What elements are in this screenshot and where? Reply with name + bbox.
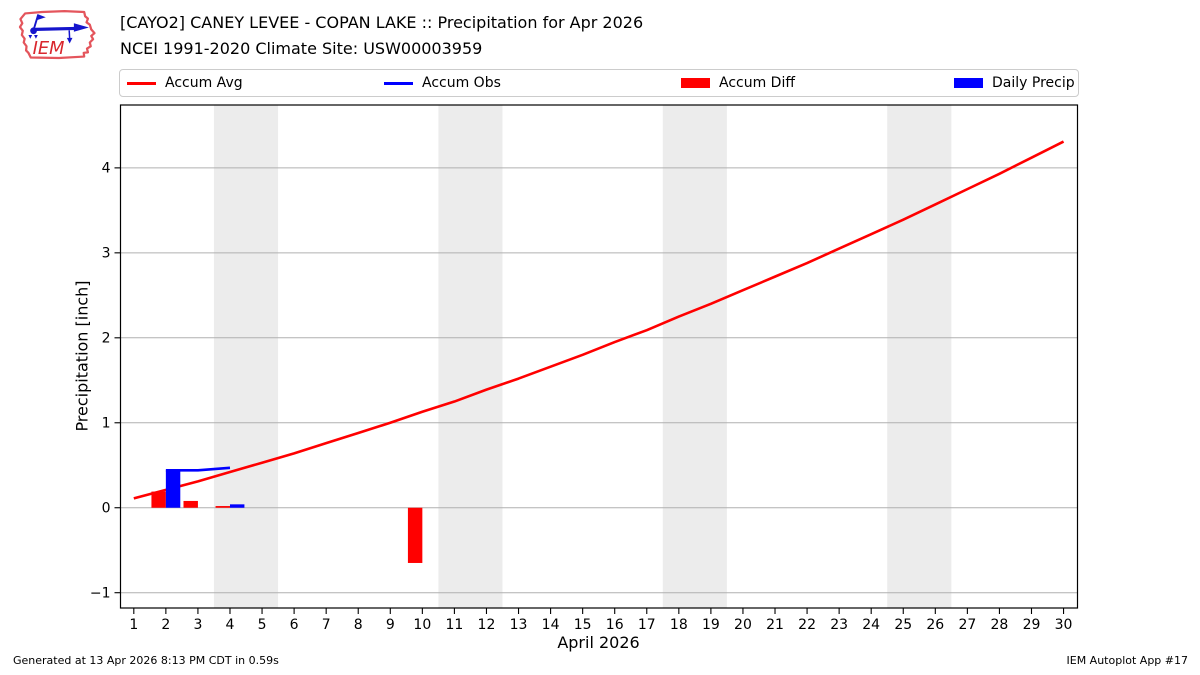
weekend-band xyxy=(213,105,279,608)
x-tick-label: 17 xyxy=(638,617,656,633)
legend-label: Accum Obs xyxy=(422,75,501,91)
weather-vane-icon xyxy=(28,14,89,44)
x-tick-label: 3 xyxy=(193,617,202,633)
legend-item-accum-obs: Accum Obs xyxy=(384,70,501,96)
logo-text: IEM xyxy=(33,38,65,59)
accum-avg-line-swatch xyxy=(127,81,156,85)
x-tick-label: 8 xyxy=(354,617,363,633)
bar-accum-diff xyxy=(151,491,166,508)
x-tick-label: 25 xyxy=(894,617,912,633)
x-tick-label: 13 xyxy=(510,617,528,633)
x-tick-label: 9 xyxy=(386,617,395,633)
x-tick-label: 29 xyxy=(1023,617,1041,633)
x-tick-label: 7 xyxy=(322,617,331,633)
bar-daily-precip xyxy=(229,504,245,508)
chart-subtitle: NCEI 1991-2020 Climate Site: USW00003959 xyxy=(120,39,483,58)
chart-title: [CAYO2] CANEY LEVEE - COPAN LAKE :: Prec… xyxy=(120,13,644,32)
legend-label: Daily Precip xyxy=(992,75,1075,91)
x-tick-label: 15 xyxy=(574,617,592,633)
x-tick-label: 27 xyxy=(958,617,976,633)
generated-at-text: Generated at 13 Apr 2026 8:13 PM CDT in … xyxy=(13,654,279,667)
y-tick-label: 4 xyxy=(102,161,111,177)
series-line-accum-avg xyxy=(133,140,1065,500)
y-tick-label: −1 xyxy=(90,585,111,601)
bar-accum-diff xyxy=(183,500,198,508)
x-tick-label: 23 xyxy=(830,617,848,633)
x-tick-label: 20 xyxy=(734,617,752,633)
iowa-outline-shape xyxy=(18,9,96,60)
x-tick-label: 4 xyxy=(226,617,235,633)
app-credit-text: IEM Autoplot App #17 xyxy=(1066,654,1189,667)
x-tick-label: 12 xyxy=(478,617,496,633)
x-tick-label: 28 xyxy=(991,617,1009,633)
weekend-band xyxy=(438,105,503,608)
x-tick-label: 5 xyxy=(258,617,267,633)
x-tick-label: 18 xyxy=(670,617,688,633)
y-tick-label: 1 xyxy=(102,416,111,432)
x-tick-label: 10 xyxy=(413,617,431,633)
bar-accum-diff xyxy=(407,507,423,563)
iem-logo: IEM xyxy=(18,9,96,60)
y-tick-label: 3 xyxy=(102,246,111,262)
bar-daily-precip xyxy=(165,470,181,508)
plot-frame xyxy=(119,104,1079,609)
x-tick-label: 16 xyxy=(606,617,624,633)
legend-item-daily-precip: Daily Precip xyxy=(954,70,1075,96)
legend-label: Accum Avg xyxy=(165,75,243,91)
legend: Accum Avg Accum Obs Accum Diff Daily Pre… xyxy=(119,69,1079,97)
x-tick-label: 26 xyxy=(926,617,944,633)
accum-obs-line-swatch xyxy=(384,81,413,85)
x-tick-label: 30 xyxy=(1055,617,1073,633)
x-tick-label: 19 xyxy=(702,617,720,633)
x-tick-label: 21 xyxy=(766,617,784,633)
weekend-band xyxy=(887,105,952,608)
x-tick-label: 6 xyxy=(290,617,299,633)
legend-item-accum-diff: Accum Diff xyxy=(681,70,795,96)
bar-accum-diff xyxy=(215,506,230,508)
y-tick-label: 2 xyxy=(102,331,111,347)
x-tick-label: 11 xyxy=(445,617,463,633)
legend-item-accum-avg: Accum Avg xyxy=(127,70,243,96)
x-tick-label: 24 xyxy=(862,617,880,633)
x-tick-label: 1 xyxy=(129,617,138,633)
y-tick-label: 0 xyxy=(102,500,111,516)
accum-diff-patch-swatch xyxy=(681,78,710,88)
daily-precip-patch-swatch xyxy=(954,78,983,88)
y-axis-label: Precipitation [inch] xyxy=(72,280,92,432)
x-tick-label: 22 xyxy=(798,617,816,633)
x-tick-label: 2 xyxy=(161,617,170,633)
legend-label: Accum Diff xyxy=(719,75,796,91)
weekend-band xyxy=(662,105,727,608)
x-tick-label: 14 xyxy=(542,617,560,633)
x-axis-label: April 2026 xyxy=(557,633,640,652)
